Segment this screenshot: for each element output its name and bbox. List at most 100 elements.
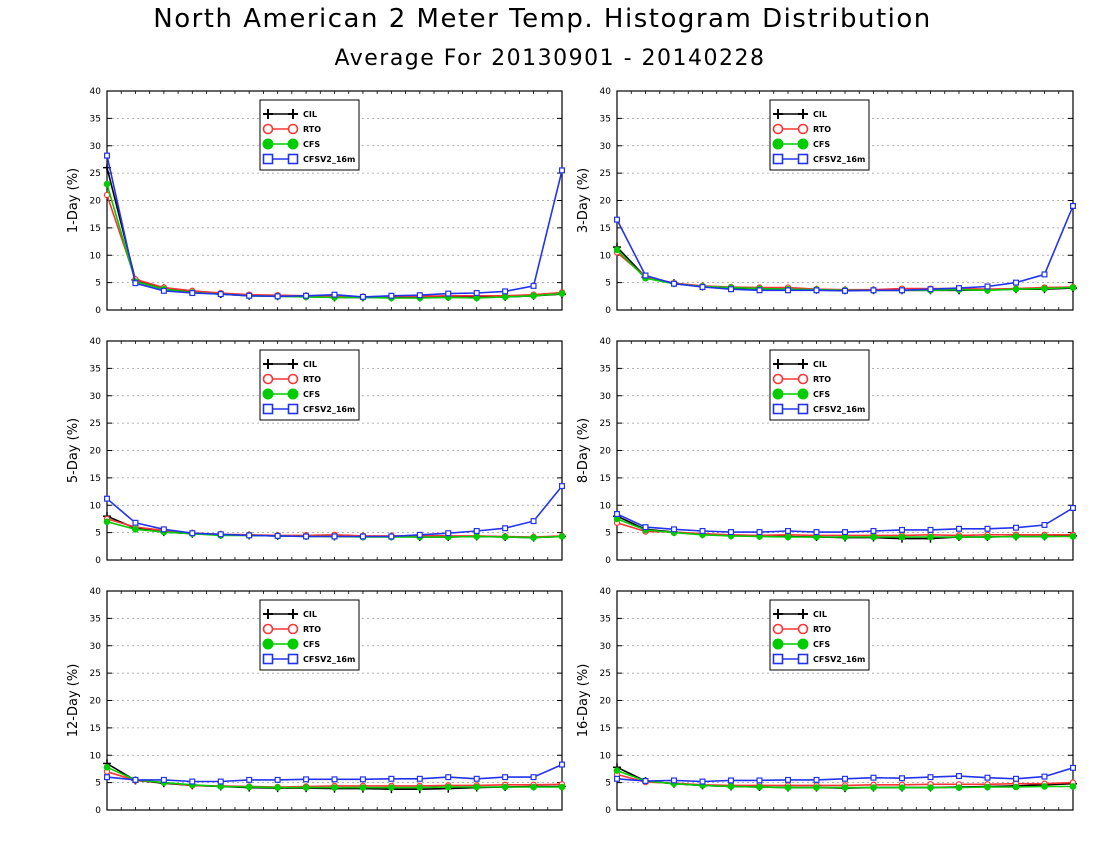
point-cfsv2-16m: [103, 495, 110, 502]
y-tick-label: 15: [600, 474, 611, 484]
point-cfsv2-16m: [388, 292, 395, 299]
y-tick-label: 20: [600, 697, 612, 707]
legend-label-cfsv2-16m: CFSV2_16m: [813, 405, 865, 414]
point-cfsv2-16m: [699, 284, 706, 291]
y-tick-label: 10: [90, 751, 102, 761]
y-tick-label: 25: [600, 169, 611, 179]
point-cfsv2-16m: [217, 531, 224, 538]
point-cfs: [245, 783, 253, 791]
point-cfs: [1012, 533, 1020, 540]
point-cfs: [1041, 285, 1048, 292]
series-cfsv2-16m: [103, 483, 565, 540]
y-tick-label: 15: [600, 224, 611, 234]
y-tick-label: 0: [95, 556, 101, 566]
series-cfs: [103, 763, 566, 791]
point-cfsv2-16m: [784, 527, 791, 534]
y-tick-label: 10: [90, 251, 102, 261]
point-cfsv2-16m: [784, 287, 791, 294]
legend-marker-cfsv2-16m: [797, 403, 809, 415]
point-cfsv2-16m: [898, 287, 905, 294]
point-cfs: [870, 533, 877, 541]
panel-3-day: 0 5 10 15 20 25 30 35 40 3-Day (%) CIL RTO CFS CFSV2_…: [576, 87, 1077, 316]
point-cfsv2-16m: [898, 775, 905, 782]
point-cfsv2-16m: [841, 287, 848, 294]
point-cfs: [984, 783, 991, 791]
figure-title: North American 2 Meter Temp. Histogram D…: [153, 4, 932, 34]
point-cfsv2-16m: [217, 291, 224, 298]
point-cfsv2-16m: [103, 774, 110, 781]
y-tick-label: 40: [90, 587, 102, 597]
point-cfsv2-16m: [642, 524, 649, 531]
legend-marker-cfs: [797, 388, 809, 400]
legend-marker-rto: [772, 123, 784, 135]
legend-marker-rto: [797, 623, 809, 635]
legend-label-rto: RTO: [813, 125, 831, 134]
y-tick-label: 20: [600, 197, 612, 207]
legend-marker-cfs: [262, 138, 274, 150]
y-tick-label: 15: [90, 474, 101, 484]
point-cfsv2-16m: [784, 776, 791, 783]
y-tick-label: 25: [90, 169, 101, 179]
y-tick-label: 30: [90, 642, 102, 652]
point-cfs: [898, 784, 906, 791]
y-tick-label: 20: [90, 197, 102, 207]
point-cfs: [103, 763, 111, 771]
legend-marker-cfs: [262, 388, 274, 400]
point-cfsv2-16m: [445, 290, 452, 297]
y-tick-label: 5: [95, 779, 101, 789]
point-cfsv2-16m: [727, 529, 734, 536]
legend-marker-rto: [262, 373, 274, 385]
point-cfsv2-16m: [1069, 202, 1076, 209]
point-cfsv2-16m: [502, 525, 509, 532]
y-tick-label: 40: [600, 337, 612, 347]
legend: CIL RTO CFS CFSV2_16m: [259, 99, 360, 171]
point-cfs: [388, 784, 395, 791]
legend-marker-cfs: [287, 138, 299, 150]
legend-label-rto: RTO: [303, 375, 321, 384]
point-cfs: [274, 784, 281, 791]
legend-label-cfs: CFS: [813, 140, 830, 149]
y-tick-label: 40: [600, 587, 612, 597]
point-cfsv2-16m: [160, 776, 167, 783]
point-cfsv2-16m: [1069, 504, 1076, 511]
point-cfsv2-16m: [1012, 524, 1019, 531]
legend-marker-cfsv2-16m: [262, 653, 274, 665]
y-tick-label: 5: [605, 529, 611, 539]
y-axis-label: 5-Day (%): [66, 418, 81, 483]
point-cfsv2-16m: [670, 777, 677, 784]
point-cfsv2-16m: [670, 280, 677, 287]
point-cfs: [302, 784, 310, 791]
point-cfsv2-16m: [870, 287, 877, 294]
point-cfs: [103, 180, 111, 188]
point-cfs: [984, 533, 991, 541]
point-cfs: [530, 292, 537, 300]
y-tick-label: 20: [90, 697, 102, 707]
legend-marker-cfs: [772, 638, 784, 650]
y-tick-label: 30: [600, 142, 612, 152]
y-tick-label: 35: [90, 364, 101, 374]
point-cfs: [727, 783, 735, 790]
panel-16-day: 0 5 10 15 20 25 30 35 40 16-Day (%) CIL RTO CFS CFSV2…: [576, 587, 1077, 816]
y-tick-label: 25: [90, 669, 101, 679]
point-cfsv2-16m: [984, 283, 991, 290]
point-cfsv2-16m: [274, 532, 281, 539]
legend-marker-cfsv2-16m: [287, 653, 299, 665]
y-tick-label: 35: [90, 614, 101, 624]
point-cfsv2-16m: [642, 777, 649, 784]
y-tick-label: 5: [605, 279, 611, 289]
legend-label-cil: CIL: [813, 110, 827, 119]
point-cfsv2-16m: [359, 533, 366, 540]
point-cfsv2-16m: [613, 511, 620, 518]
legend-label-cfsv2-16m: CFSV2_16m: [813, 155, 865, 164]
point-cfsv2-16m: [984, 525, 991, 532]
series-cfs: [613, 767, 1077, 791]
y-tick-label: 25: [600, 419, 611, 429]
series-cfsv2-16m: [103, 152, 565, 300]
figure-subtitle: Average For 20130901 - 20140228: [334, 46, 766, 71]
point-cfsv2-16m: [613, 775, 620, 782]
legend-marker-cfs: [797, 638, 809, 650]
point-cfsv2-16m: [359, 776, 366, 783]
series-cil: [103, 163, 566, 302]
point-cfs: [501, 783, 509, 791]
